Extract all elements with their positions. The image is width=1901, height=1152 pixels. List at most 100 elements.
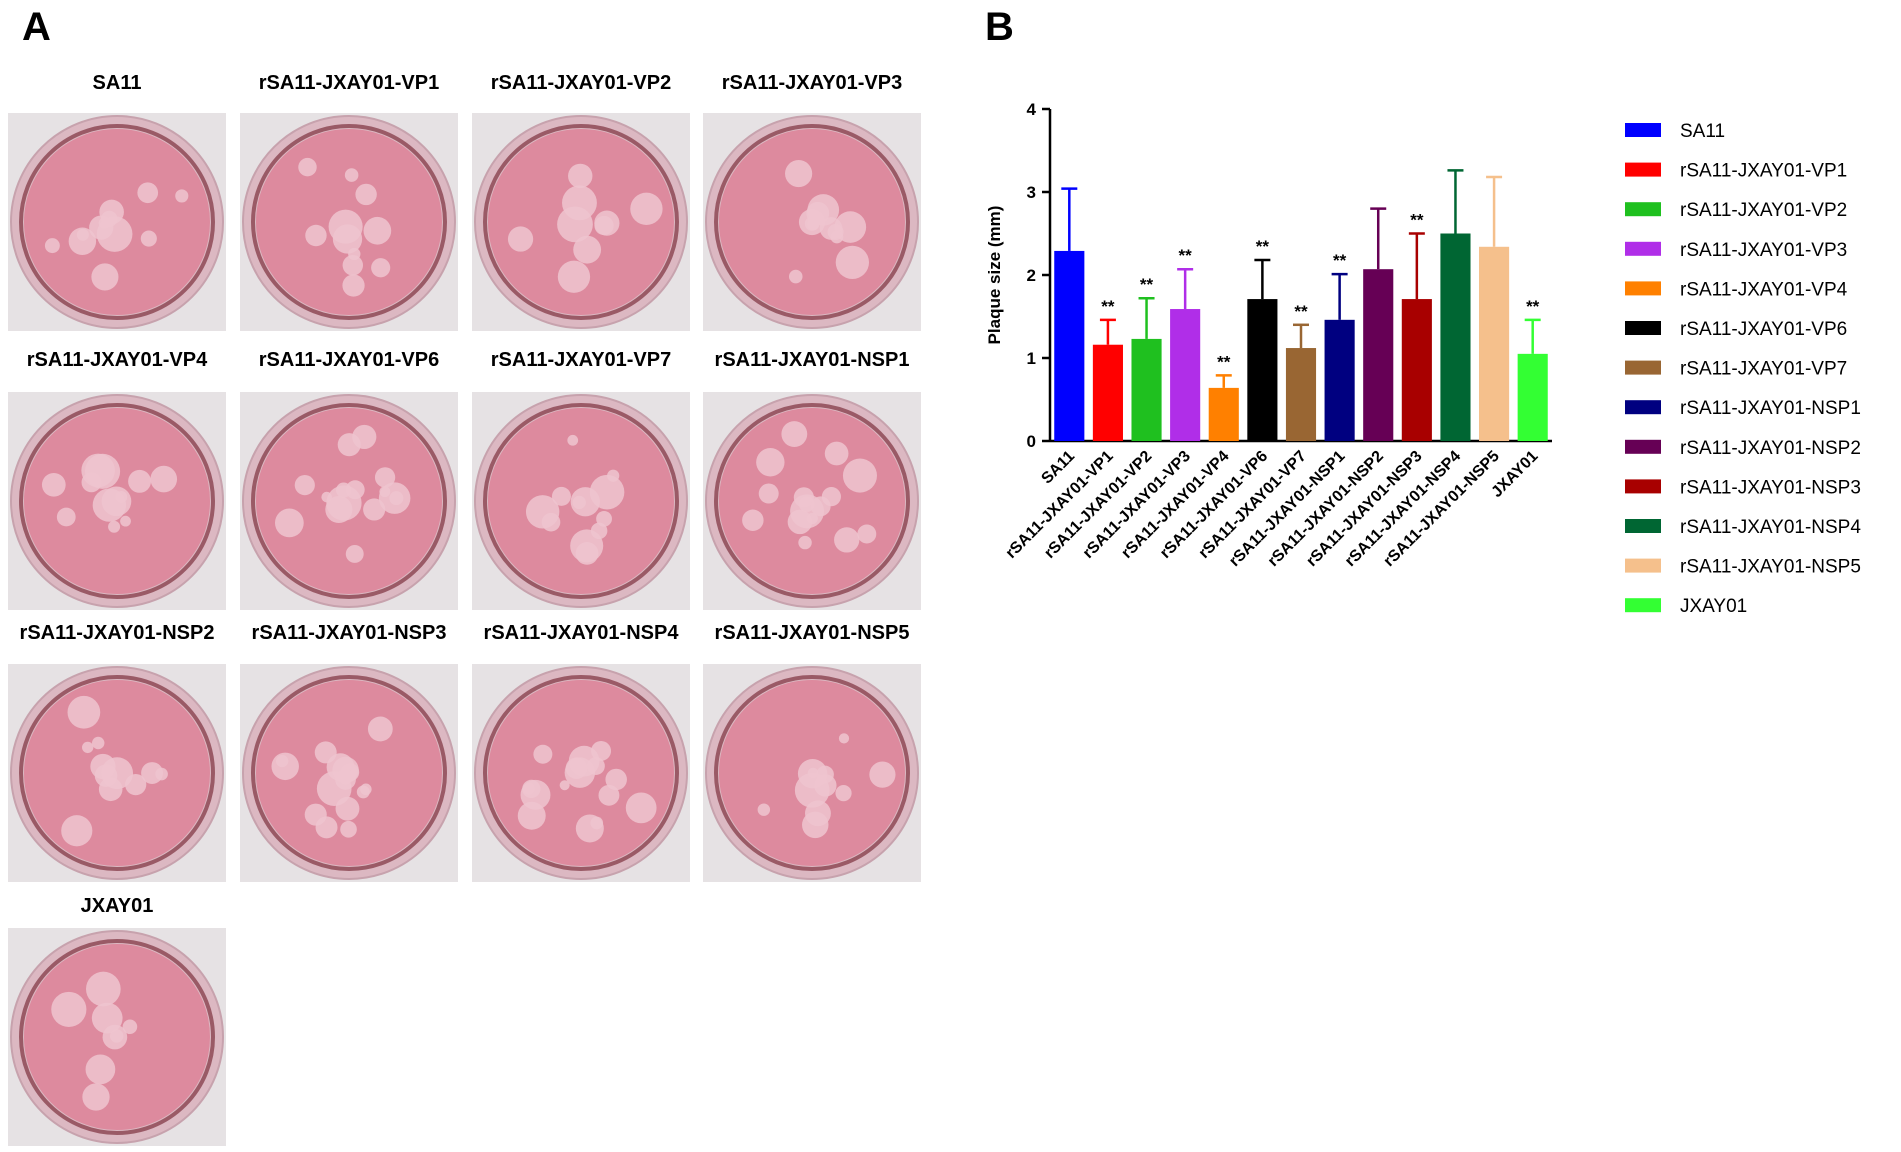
plaque	[92, 488, 127, 522]
plaque	[756, 448, 785, 477]
well-label: rSA11-JXAY01-VP4	[27, 349, 208, 371]
bar	[1247, 299, 1278, 441]
plaque	[551, 486, 571, 506]
well-label: rSA11-JXAY01-VP7	[491, 349, 672, 371]
plaque	[605, 768, 627, 791]
plaque	[345, 480, 365, 500]
well-photo	[8, 928, 226, 1146]
plaque	[757, 803, 771, 816]
plaque	[834, 527, 860, 553]
significance-label: **	[1179, 246, 1193, 265]
significance-label: **	[1140, 275, 1154, 294]
well-photo	[240, 392, 458, 610]
plaque	[345, 544, 364, 563]
y-tick-label: 1	[1027, 349, 1036, 368]
plaque	[810, 496, 831, 517]
plaque	[787, 509, 813, 535]
plaque	[557, 260, 591, 293]
well-label: rSA11-JXAY01-NSP3	[252, 622, 447, 644]
plaque	[625, 792, 657, 824]
y-tick-label: 3	[1027, 183, 1036, 202]
bar	[1517, 353, 1548, 441]
plaque	[798, 208, 826, 236]
legend-swatch	[1625, 202, 1661, 217]
plaque	[572, 495, 586, 510]
error-bar	[1061, 187, 1078, 251]
legend-label: SA11	[1680, 121, 1725, 142]
plaque	[41, 472, 66, 497]
well-photo	[703, 113, 921, 331]
plaque	[363, 498, 386, 521]
well-label: rSA11-JXAY01-NSP5	[715, 622, 910, 644]
significance-label: **	[1256, 237, 1270, 256]
well-label: rSA11-JXAY01-VP6	[259, 349, 440, 371]
error-bar	[1447, 169, 1464, 234]
plaque	[594, 210, 620, 236]
legend-label: rSA11-JXAY01-VP2	[1680, 200, 1847, 221]
plaque	[869, 761, 896, 788]
legend-swatch	[1625, 360, 1661, 375]
plaque	[830, 230, 844, 244]
well-photo	[8, 113, 226, 331]
plaque	[337, 433, 361, 457]
well-label: rSA11-JXAY01-NSP1	[715, 349, 910, 371]
bar	[1401, 299, 1432, 441]
legend-swatch	[1625, 598, 1661, 613]
plaque	[367, 716, 393, 742]
significance-label: **	[1294, 302, 1308, 321]
plaque	[342, 274, 365, 297]
well-ring	[251, 124, 447, 320]
plaque	[596, 510, 612, 527]
plaque	[325, 495, 353, 524]
plaque	[274, 508, 304, 538]
plaque	[67, 695, 101, 729]
panel-label: A	[22, 5, 51, 49]
y-tick-label: 0	[1027, 432, 1036, 451]
plaque	[51, 991, 87, 1027]
legend-label: rSA11-JXAY01-NSP3	[1680, 477, 1861, 498]
legend-label: rSA11-JXAY01-NSP4	[1680, 517, 1861, 538]
legend-swatch	[1625, 281, 1661, 296]
plaque	[108, 520, 121, 533]
plaque	[517, 801, 546, 830]
plaque	[374, 467, 396, 488]
well-ring	[483, 675, 679, 871]
plaque	[567, 434, 579, 446]
plaque	[89, 215, 114, 240]
plaque	[61, 815, 93, 847]
plaque	[332, 224, 363, 254]
bar	[1131, 338, 1162, 441]
plaque	[570, 529, 604, 563]
well-ring	[19, 124, 215, 320]
significance-label: **	[1217, 352, 1231, 371]
panel-label: B	[985, 5, 1014, 49]
legend-label: rSA11-JXAY01-VP7	[1680, 359, 1847, 380]
plaque	[533, 744, 553, 764]
legend-label: rSA11-JXAY01-VP6	[1680, 319, 1847, 340]
plaque	[525, 495, 560, 529]
plaque	[389, 491, 404, 506]
well-ring	[483, 403, 679, 599]
significance-label: **	[1410, 211, 1424, 230]
plaque	[56, 507, 76, 527]
plaque	[742, 509, 764, 531]
error-bar	[1408, 232, 1425, 300]
plaque	[314, 741, 337, 764]
plaque	[355, 183, 377, 206]
well-photo	[240, 113, 458, 331]
plaque	[342, 255, 364, 276]
bar	[1363, 269, 1394, 441]
plaque	[371, 258, 391, 278]
well-label: JXAY01	[81, 895, 154, 917]
legend-swatch	[1625, 400, 1661, 415]
plaque	[44, 238, 60, 254]
legend-swatch	[1625, 439, 1661, 454]
legend-swatch	[1625, 558, 1661, 573]
plaque	[379, 486, 391, 498]
legend-label: rSA11-JXAY01-NSP2	[1680, 438, 1861, 459]
legend-label: rSA11-JXAY01-VP1	[1680, 161, 1847, 182]
well-photo	[8, 392, 226, 610]
plaque	[857, 524, 877, 544]
plaque	[298, 157, 317, 177]
plaque	[335, 796, 360, 821]
